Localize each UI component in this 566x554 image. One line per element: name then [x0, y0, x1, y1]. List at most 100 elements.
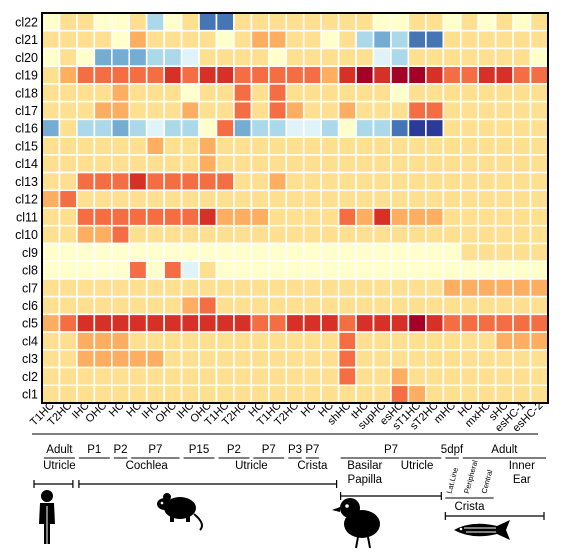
heatmap-cell: [250, 171, 270, 192]
heatmap-cell: [529, 171, 549, 192]
heatmap-cell: [76, 366, 96, 387]
row-label: cl17: [15, 104, 38, 118]
heatmap-cell: [459, 136, 480, 156]
heatmap-cell: [494, 12, 514, 32]
heatmap-cell: [529, 260, 549, 280]
heatmap-cell: [477, 189, 497, 209]
heatmap-cell: [145, 65, 165, 85]
heatmap-cell: [355, 224, 375, 245]
heatmap-cell: [41, 171, 61, 192]
heatmap-cell: [459, 278, 480, 298]
heatmap-cell: [302, 47, 322, 67]
heatmap-cell: [41, 366, 61, 387]
heatmap-cell: [110, 47, 131, 67]
heatmap-cell: [233, 118, 253, 138]
mouse-icon: [157, 493, 203, 531]
heatmap-cell: [320, 366, 340, 387]
heatmap-cell: [442, 47, 462, 67]
heatmap-cell: [58, 260, 78, 280]
heatmap-cell: [128, 65, 148, 85]
heatmap-cell: [250, 118, 270, 138]
heatmap-frame: [41, 12, 549, 404]
heatmap-cell: [180, 12, 200, 32]
heatmap-cell: [250, 65, 270, 85]
heatmap-cell: [128, 278, 148, 298]
heatmap-cell: [110, 207, 131, 227]
heatmap-cell: [285, 171, 305, 192]
heatmap-cell: [180, 136, 200, 156]
tissue-label: Utricle: [43, 460, 76, 472]
heatmap-cell: [372, 65, 392, 85]
heatmap-cell: [372, 260, 392, 280]
heatmap-cell: [425, 12, 445, 32]
heatmap-cell: [268, 207, 288, 227]
heatmap-cell: [512, 47, 532, 67]
heatmap-cell: [529, 242, 549, 262]
heatmap-cell: [512, 100, 532, 121]
heatmap-cell: [76, 189, 96, 209]
heatmap-cell: [285, 278, 305, 298]
heatmap-cell: [250, 154, 270, 174]
heatmap-cell: [128, 384, 148, 404]
stage-label: Adult: [46, 444, 73, 456]
heatmap-cell: [76, 207, 96, 227]
heatmap-cell: [302, 171, 322, 192]
tissue-label-line2: Ear: [513, 474, 531, 486]
heatmap-cell: [233, 83, 253, 103]
heatmap-cell: [512, 207, 532, 227]
heatmap-cell: [180, 313, 200, 333]
heatmap-cell: [494, 65, 514, 85]
heatmap-cell: [512, 242, 532, 262]
heatmap-cell: [285, 313, 305, 333]
heatmap-cell: [285, 349, 305, 369]
heatmap-cell: [145, 384, 165, 404]
row-label: cl7: [22, 281, 38, 295]
heatmap-cell: [233, 189, 253, 209]
heatmap-cell: [494, 295, 514, 316]
heatmap-cell: [76, 29, 96, 50]
heatmap-cell: [529, 384, 549, 404]
heatmap-cell: [355, 278, 375, 298]
heatmap-cell: [41, 83, 61, 103]
heatmap-cell: [128, 224, 148, 245]
heatmap-cell: [494, 313, 514, 333]
heatmap-cell: [372, 384, 392, 404]
heatmap-cell: [337, 47, 357, 67]
heatmap-cell: [93, 100, 113, 121]
heatmap-cell: [110, 83, 131, 103]
heatmap-cell: [268, 349, 288, 369]
heatmap-cell: [442, 331, 462, 351]
heatmap-cell: [198, 65, 218, 85]
heatmap-cell: [41, 384, 61, 404]
heatmap-cell: [250, 313, 270, 333]
heatmap-cell: [250, 100, 270, 121]
heatmap-cell: [320, 47, 340, 67]
heatmap-cell: [233, 29, 253, 50]
heatmap-cell: [110, 295, 131, 316]
heatmap-cell: [355, 349, 375, 369]
heatmap-cell: [459, 295, 480, 316]
heatmap-cell: [494, 171, 514, 192]
heatmap-cell: [337, 100, 357, 121]
heatmap-cell: [58, 136, 78, 156]
heatmap-cell: [302, 100, 322, 121]
heatmap-cell: [58, 366, 78, 387]
heatmap-cell: [355, 65, 375, 85]
heatmap-cell: [302, 331, 322, 351]
heatmap-cell: [41, 47, 61, 67]
heatmap-cell: [58, 207, 78, 227]
heatmap-cell: [494, 278, 514, 298]
heatmap-cell: [110, 260, 131, 280]
heatmap-cell: [93, 171, 113, 192]
heatmap-cell: [93, 349, 113, 369]
heatmap-cell: [390, 349, 410, 369]
heatmap-cell: [180, 100, 200, 121]
heatmap-cell: [41, 278, 61, 298]
heatmap-cell: [390, 224, 410, 245]
heatmap-cell: [76, 278, 96, 298]
heatmap-cell: [355, 29, 375, 50]
heatmap-cell: [337, 242, 357, 262]
tissue-label: Utricle: [401, 460, 434, 472]
heatmap-cell: [390, 83, 410, 103]
heatmap-cell: [41, 29, 61, 50]
